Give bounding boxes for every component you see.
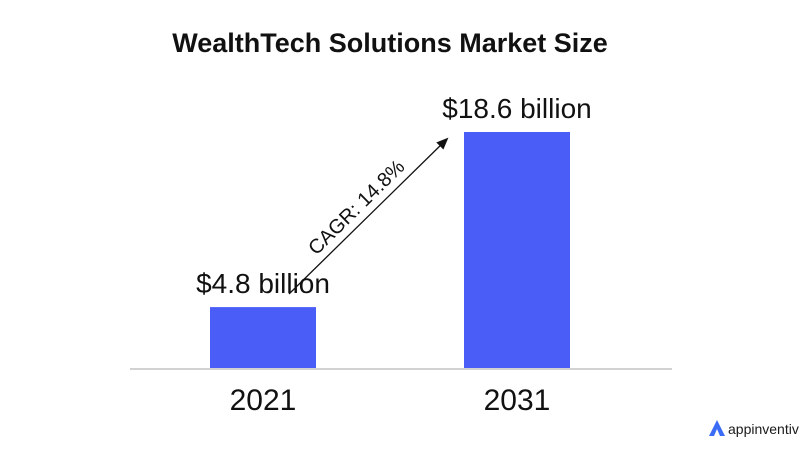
brand-logo: appinventiv xyxy=(709,420,799,437)
bar-2021 xyxy=(210,307,316,368)
bar-2031 xyxy=(464,132,570,368)
value-label-2031: $18.6 billion xyxy=(442,93,591,124)
bars-group xyxy=(210,132,570,368)
value-label-2021: $4.8 billion xyxy=(196,268,330,299)
cagr-arrow xyxy=(288,137,449,295)
x-tick-2021: 2021 xyxy=(230,384,297,417)
x-tick-2031: 2031 xyxy=(484,384,551,417)
appinventiv-logo-icon xyxy=(709,420,725,436)
cagr-annotation: CAGR: 14.8% xyxy=(304,156,409,260)
x-ticks-group: 2021 2031 xyxy=(230,384,551,417)
brand-name: appinventiv xyxy=(728,421,799,437)
chart-title: WealthTech Solutions Market Size xyxy=(172,28,608,58)
value-labels-group: $4.8 billion $18.6 billion xyxy=(196,93,592,299)
